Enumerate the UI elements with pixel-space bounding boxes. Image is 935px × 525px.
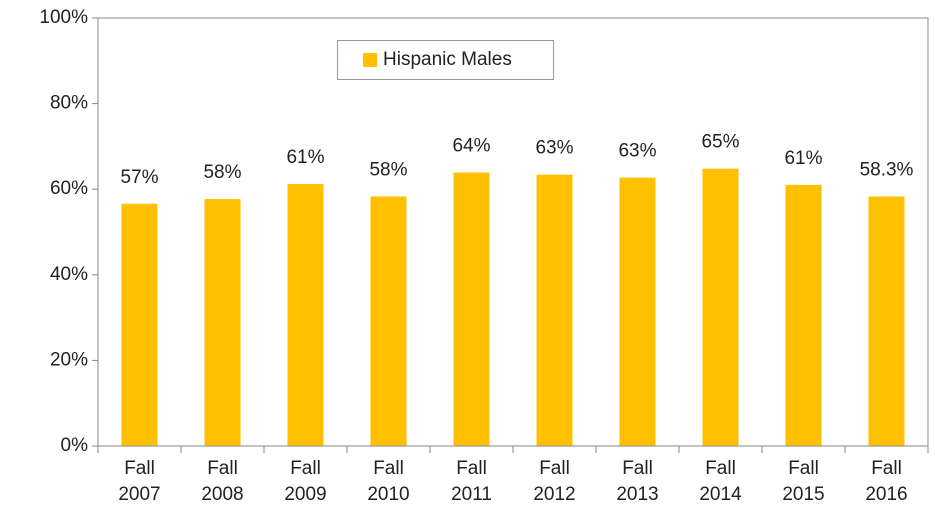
x-tick-label: Fall 2014 <box>699 458 742 505</box>
data-label: 63% <box>618 141 656 162</box>
bar <box>785 184 822 447</box>
legend-swatch <box>363 53 377 67</box>
x-tick-label: Fall 2008 <box>201 458 244 505</box>
data-label: 58% <box>203 162 241 183</box>
x-tick-label: Fall 2007 <box>118 458 161 505</box>
bar <box>121 203 158 446</box>
x-tick-label: Fall 2016 <box>865 458 908 505</box>
legend: Hispanic Males <box>337 40 554 80</box>
bar <box>868 196 905 446</box>
data-label: 61% <box>286 147 324 168</box>
data-label: 58% <box>369 159 407 180</box>
data-label: 57% <box>120 167 158 188</box>
bar <box>287 184 324 446</box>
y-tick-label: 20% <box>50 349 88 370</box>
data-label: 64% <box>452 136 490 157</box>
bar <box>370 196 407 446</box>
x-tick-label: Fall 2011 <box>451 458 492 505</box>
data-label: 61% <box>784 148 822 169</box>
bar <box>619 177 656 447</box>
y-tick-label: 60% <box>50 178 88 199</box>
data-label: 65% <box>701 132 739 153</box>
y-tick-label: 40% <box>50 264 88 285</box>
data-label: 58.3% <box>860 159 914 180</box>
x-tick-label: Fall 2010 <box>367 458 410 505</box>
bar <box>204 199 241 446</box>
bar <box>453 172 490 446</box>
x-tick-label: Fall 2015 <box>782 458 825 505</box>
data-label: 63% <box>535 138 573 159</box>
x-tick-label: Fall 2009 <box>284 458 327 505</box>
legend-label: Hispanic Males <box>383 49 512 70</box>
x-tick-label: Fall 2013 <box>616 458 659 505</box>
y-tick-label: 100% <box>39 7 88 28</box>
bar <box>536 174 573 446</box>
y-tick-label: 0% <box>61 435 89 456</box>
bar <box>702 168 739 446</box>
y-tick-label: 80% <box>50 93 88 114</box>
x-tick-label: Fall 2012 <box>533 458 576 505</box>
